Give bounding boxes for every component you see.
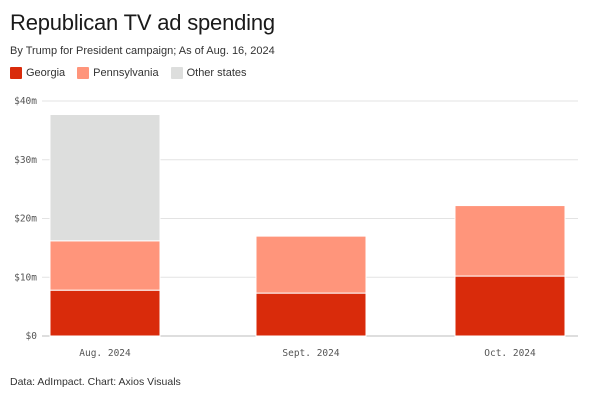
- legend-label-georgia: Georgia: [26, 67, 66, 79]
- y-tick-label: $40m: [14, 96, 37, 107]
- legend-swatch-pennsylvania: [77, 67, 90, 79]
- legend-item-pennsylvania: Pennsylvania: [77, 67, 159, 79]
- bar-pennsylvania: [49, 240, 161, 291]
- bar-pennsylvania: [454, 205, 566, 277]
- x-tick-label: Oct. 2024: [484, 348, 536, 359]
- legend: Georgia Pennsylvania Other states: [10, 67, 247, 79]
- bar-pennsylvania: [255, 235, 367, 294]
- bar-other-states: [49, 114, 161, 242]
- bar-georgia: [255, 292, 367, 337]
- y-tick-label: $10m: [14, 272, 37, 283]
- y-tick-label: $0: [26, 331, 38, 342]
- y-tick-label: $30m: [14, 155, 37, 166]
- bar-georgia: [454, 275, 566, 337]
- source-note: Data: AdImpact. Chart: Axios Visuals: [10, 376, 181, 388]
- legend-item-georgia: Georgia: [10, 67, 65, 79]
- x-tick-label: Aug. 2024: [79, 348, 131, 359]
- y-tick-label: $20m: [14, 214, 37, 225]
- x-tick-label: Sept. 2024: [282, 348, 339, 359]
- legend-item-other-states: Other states: [170, 67, 247, 79]
- chart-title: Republican TV ad spending: [10, 10, 275, 35]
- legend-label-pennsylvania: Pennsylvania: [93, 67, 159, 79]
- legend-label-other-states: Other states: [186, 67, 247, 79]
- bar-georgia: [49, 289, 161, 337]
- legend-swatch-georgia: [10, 67, 22, 79]
- legend-swatch-other-states: [170, 67, 183, 79]
- chart-subtitle: By Trump for President campaign; As of A…: [10, 45, 275, 57]
